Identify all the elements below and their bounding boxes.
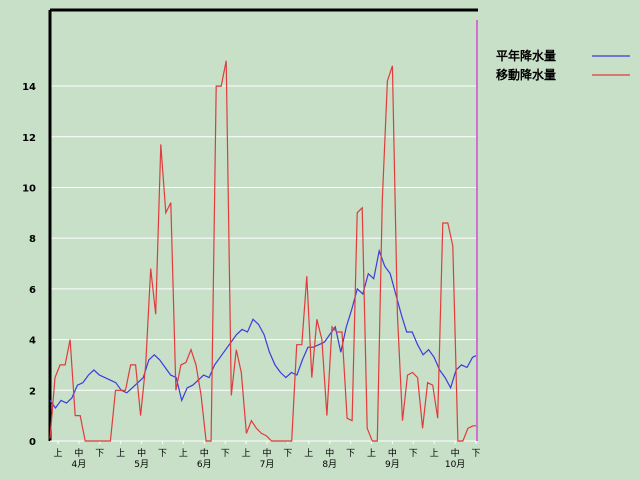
decade-label: 中 xyxy=(451,447,460,459)
grid-lines xyxy=(50,85,478,391)
decade-label: 上 xyxy=(53,448,62,459)
y-axis-ticks: 0 2 4 6 8 10 12 14 xyxy=(22,82,36,448)
month-label: 6月 xyxy=(197,459,212,470)
series-line-2 xyxy=(49,60,478,442)
decade-label: 上 xyxy=(179,448,188,459)
decade-label: 下 xyxy=(409,449,418,459)
y-tick-label: 14 xyxy=(22,82,36,93)
decade-label: 中 xyxy=(388,447,397,459)
decade-label: 上 xyxy=(116,448,125,459)
series-line-1 xyxy=(49,248,479,410)
decade-label: 中 xyxy=(262,447,271,459)
decade-label: 中 xyxy=(200,447,209,459)
y-tick-label: 2 xyxy=(29,386,36,397)
month-label: 5月 xyxy=(134,459,149,470)
month-label: 7月 xyxy=(260,459,275,470)
y-tick-label: 10 xyxy=(22,183,36,194)
month-label: 8月 xyxy=(322,459,337,470)
decade-label: 下 xyxy=(283,449,292,459)
month-label: 4月 xyxy=(72,459,87,470)
y-tick-label: 4 xyxy=(29,336,36,347)
decade-label: 上 xyxy=(304,448,313,459)
decade-label: 中 xyxy=(137,447,146,459)
legend-label-2: 移動降水量 xyxy=(496,67,556,82)
decade-label: 下 xyxy=(346,449,355,459)
decade-label: 中 xyxy=(74,447,83,459)
decade-label: 下 xyxy=(221,449,230,459)
axes xyxy=(48,8,478,442)
y-tick-label: 0 xyxy=(29,437,36,448)
decade-label: 下 xyxy=(158,449,167,459)
x-axis-ticks: 上中下上中下上中下上中下上中下上中下上中下4月 5月 6月 7月 8月 9月 10月 xyxy=(53,441,481,470)
decade-label: 上 xyxy=(242,448,251,459)
decade-label: 下 xyxy=(471,449,480,459)
month-label: 10月 xyxy=(445,459,465,470)
y-tick-label: 12 xyxy=(22,133,36,144)
month-label: 9月 xyxy=(385,459,400,470)
decade-label: 上 xyxy=(430,448,439,459)
decade-label: 下 xyxy=(95,449,104,459)
y-tick-label: 6 xyxy=(29,285,36,296)
decade-label: 中 xyxy=(325,447,334,459)
series-lines xyxy=(49,60,479,442)
legend-label-1: 平年降水量 xyxy=(496,48,556,63)
decade-label: 上 xyxy=(367,448,376,459)
y-tick-label: 8 xyxy=(29,234,36,245)
